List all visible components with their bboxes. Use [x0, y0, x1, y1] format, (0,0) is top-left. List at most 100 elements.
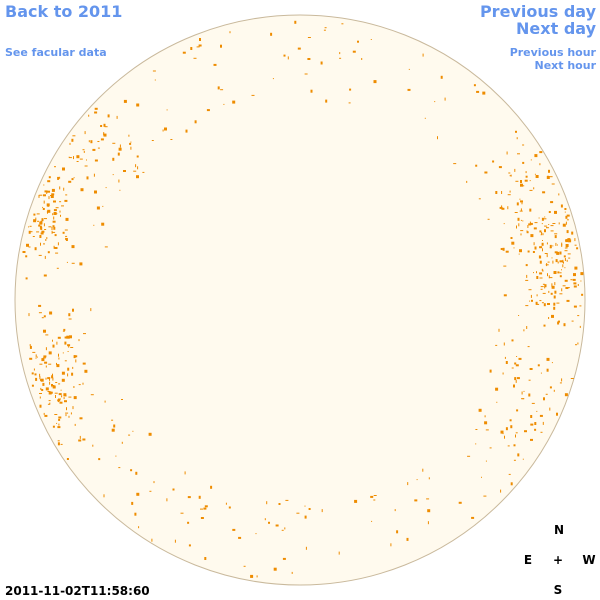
- facula: [278, 503, 281, 505]
- facula: [532, 251, 535, 253]
- facula: [213, 63, 217, 66]
- facula: [58, 357, 60, 360]
- facula: [44, 218, 47, 220]
- facula: [546, 357, 550, 361]
- facula: [559, 260, 563, 263]
- back-link[interactable]: Back to 2011: [5, 2, 122, 21]
- facula: [559, 275, 562, 278]
- facula: [204, 557, 207, 560]
- facula: [473, 84, 476, 87]
- facula: [103, 123, 106, 127]
- facula: [557, 261, 559, 264]
- facula: [539, 255, 542, 259]
- previous-day-link[interactable]: Previous day: [480, 2, 597, 21]
- facula: [51, 188, 55, 192]
- facula: [33, 219, 37, 223]
- facula: [548, 169, 550, 173]
- facula: [74, 355, 78, 358]
- facula: [229, 31, 231, 34]
- facula: [170, 139, 173, 140]
- facula: [406, 537, 409, 541]
- facula: [544, 229, 546, 233]
- facula: [55, 207, 59, 209]
- facula: [64, 336, 67, 339]
- facula: [285, 499, 289, 501]
- facula: [100, 138, 104, 141]
- facula: [268, 521, 270, 524]
- facula: [531, 299, 533, 302]
- facula: [414, 499, 418, 502]
- facula: [544, 216, 546, 218]
- facula: [529, 368, 533, 370]
- facula: [562, 285, 566, 287]
- facula: [540, 286, 544, 288]
- facula: [67, 367, 70, 371]
- facula: [500, 248, 503, 250]
- facula: [58, 393, 62, 396]
- facula: [495, 344, 498, 346]
- facula: [533, 227, 537, 230]
- facula: [256, 575, 258, 578]
- facula: [65, 412, 69, 414]
- facula: [541, 302, 544, 304]
- facula: [53, 245, 55, 249]
- facula: [505, 361, 508, 364]
- facula: [321, 509, 323, 513]
- facula: [566, 259, 568, 262]
- facula: [51, 230, 53, 234]
- facula: [42, 357, 46, 359]
- facula: [129, 142, 132, 145]
- facula: [107, 114, 110, 118]
- facula: [56, 364, 60, 368]
- facula: [65, 194, 68, 196]
- facula: [39, 393, 42, 394]
- facula: [59, 401, 63, 404]
- facula: [41, 218, 44, 222]
- facula: [570, 279, 573, 281]
- facula: [40, 379, 44, 381]
- facula: [561, 269, 562, 271]
- facula: [53, 226, 56, 230]
- facula: [47, 204, 49, 207]
- facula: [508, 473, 511, 475]
- next-hour-link[interactable]: Next hour: [535, 59, 597, 72]
- facula: [196, 46, 200, 48]
- facula: [394, 509, 396, 512]
- facula: [566, 214, 570, 217]
- facula: [538, 255, 540, 259]
- next-day-link[interactable]: Next day: [516, 19, 597, 38]
- facula: [243, 565, 246, 567]
- facula: [166, 498, 168, 502]
- facula: [571, 231, 574, 235]
- see-facular-link[interactable]: See facular data: [5, 46, 107, 59]
- facula: [545, 264, 549, 266]
- facula: [536, 271, 537, 274]
- facula: [58, 399, 59, 403]
- facula: [199, 38, 201, 41]
- facula: [39, 376, 41, 380]
- facula: [551, 314, 554, 318]
- facula: [558, 193, 560, 196]
- facula: [71, 262, 75, 264]
- facula: [64, 229, 68, 231]
- facula: [193, 57, 197, 59]
- facula: [80, 188, 84, 192]
- facula: [503, 223, 505, 225]
- facula: [485, 460, 487, 462]
- facula: [562, 264, 564, 268]
- facula: [555, 242, 557, 246]
- facula: [47, 209, 51, 213]
- facula: [284, 527, 286, 530]
- facula: [534, 154, 538, 158]
- facula: [505, 427, 508, 431]
- facula: [73, 396, 77, 400]
- facula: [510, 425, 513, 429]
- facula: [111, 419, 114, 421]
- facula: [562, 223, 566, 227]
- facula: [426, 498, 430, 500]
- facula: [540, 372, 542, 374]
- facula: [56, 362, 57, 365]
- facula: [530, 415, 533, 418]
- previous-hour-link[interactable]: Previous hour: [510, 46, 597, 59]
- facula: [49, 377, 50, 381]
